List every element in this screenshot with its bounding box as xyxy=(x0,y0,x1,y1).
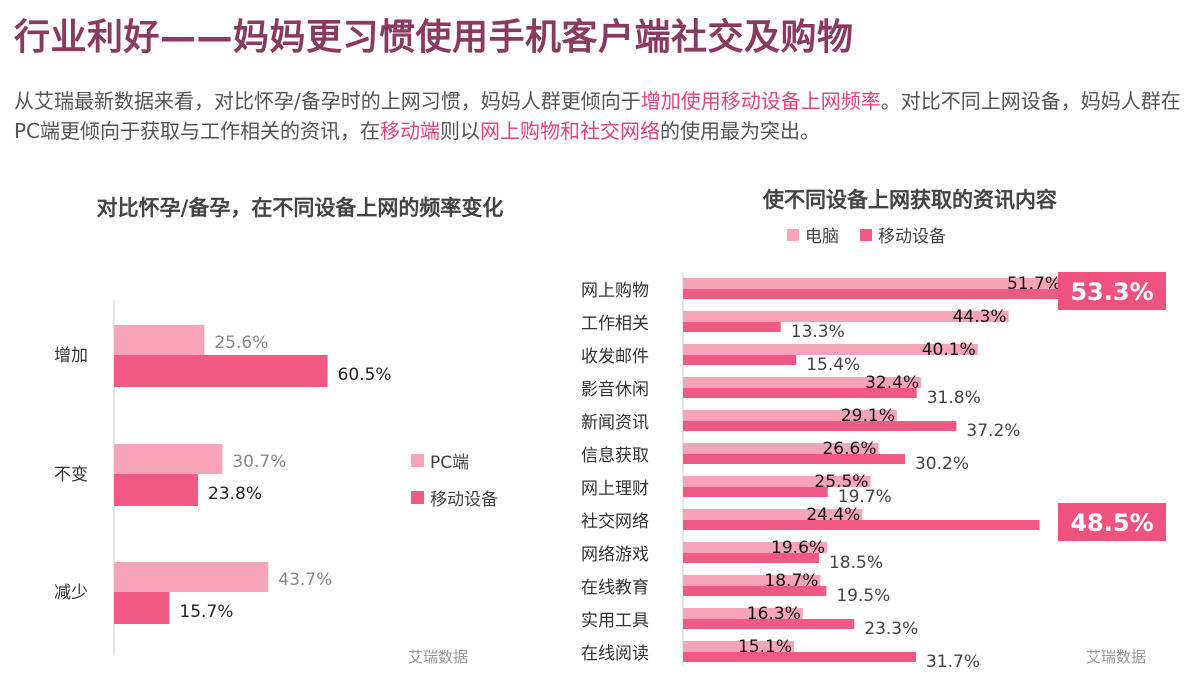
right-bar-computer xyxy=(683,608,803,619)
right-bar-computer xyxy=(683,311,1009,322)
left-value-label-mobile: 60.5% xyxy=(338,365,392,385)
right-value-label-mobile: 15.4% xyxy=(806,355,860,375)
right-category-label: 网上理财 xyxy=(581,479,649,499)
right-bar-mobile xyxy=(683,322,781,332)
legend-swatch-mobile-right xyxy=(860,229,872,241)
intro-paragraph: 从艾瑞最新数据来看，对比怀孕/备孕时的上网习惯，妈妈人群更倾向于增加使用移动设备… xyxy=(14,86,1194,146)
left-bar-pc xyxy=(114,444,223,474)
legend-label-mobile-right: 移动设备 xyxy=(878,227,946,247)
left-value-label-pc: 30.7% xyxy=(232,452,286,472)
legend-label-computer: 电脑 xyxy=(805,227,839,247)
right-value-label-mobile: 13.3% xyxy=(791,322,845,342)
right-value-label-mobile: 31.8% xyxy=(927,388,981,408)
left-bar-mobile xyxy=(114,474,199,506)
right-value-label-computer: 29.1% xyxy=(841,406,895,426)
highlight-callout-value: 53.3% xyxy=(1070,278,1153,306)
intro-highlight-mobile-frequency: 增加使用移动设备上网频率 xyxy=(640,89,881,113)
left-bar-pc xyxy=(114,562,269,592)
legend-swatch-computer xyxy=(787,229,799,241)
right-value-label-computer: 24.4% xyxy=(806,505,860,525)
right-bar-computer xyxy=(683,443,879,454)
left-bar-mobile xyxy=(114,592,170,624)
right-category-label: 在线阅读 xyxy=(581,644,649,664)
left-chart-title: 对比怀孕/备孕，在不同设备上网的频率变化 xyxy=(96,196,504,220)
intro-text-1: 从艾瑞最新数据来看，对比怀孕/备孕时的上网习惯，妈妈人群更倾向于 xyxy=(14,89,641,113)
right-category-label: 工作相关 xyxy=(581,314,649,334)
right-bar-mobile xyxy=(683,454,905,464)
right-chart-title: 使不同设备上网获取的资讯内容 xyxy=(763,188,1057,212)
right-value-label-computer: 32.4% xyxy=(865,373,919,393)
right-bar-computer xyxy=(683,641,794,652)
highlight-callout-box xyxy=(1058,272,1166,310)
right-bar-mobile xyxy=(683,619,855,629)
right-value-label-computer: 16.3% xyxy=(747,604,801,624)
right-bar-mobile xyxy=(683,652,916,662)
right-bar-mobile xyxy=(683,586,827,596)
legend-label-mobile: 移动设备 xyxy=(430,490,498,510)
legend-swatch-mobile xyxy=(411,491,424,504)
right-value-label-computer: 44.3% xyxy=(953,307,1007,327)
right-category-label: 新闻资讯 xyxy=(581,413,649,433)
right-value-label-computer: 19.6% xyxy=(771,538,825,558)
highlight-callout-value: 48.5% xyxy=(1070,509,1153,537)
right-value-label-mobile: 19.5% xyxy=(836,586,890,606)
left-category-label: 减少 xyxy=(54,583,88,603)
highlight-callout-box xyxy=(1058,503,1166,541)
right-category-label: 在线教育 xyxy=(581,578,649,598)
page-title: 行业利好——妈妈更习惯使用手机客户端社交及购物 xyxy=(14,17,854,58)
right-category-label: 信息获取 xyxy=(581,446,649,466)
legend-swatch-pc xyxy=(411,454,424,467)
right-category-label: 网上购物 xyxy=(581,281,649,301)
intro-text-2: 。对比不同上网设备，妈妈人群在PC端更倾向于获取与工作相关的资讯，在 xyxy=(14,89,1181,143)
right-bar-mobile xyxy=(683,553,819,563)
intro-highlight-mobile: 移动端 xyxy=(380,119,441,143)
right-bar-mobile xyxy=(683,355,797,365)
right-bar-computer xyxy=(683,377,922,388)
right-category-label: 实用工具 xyxy=(581,611,649,631)
right-value-label-computer: 25.5% xyxy=(814,472,868,492)
right-bar-mobile xyxy=(683,289,1060,299)
left-bar-mobile xyxy=(114,355,328,387)
right-value-label-mobile: 37.2% xyxy=(966,421,1020,441)
right-bar-mobile xyxy=(683,520,1040,530)
right-bar-computer xyxy=(683,476,871,487)
legend-label-pc: PC端 xyxy=(430,453,469,473)
intro-highlight-shopping-social: 网上购物和社交网络 xyxy=(480,119,661,143)
right-value-label-mobile: 18.5% xyxy=(829,553,883,573)
left-value-label-mobile: 23.8% xyxy=(208,484,262,504)
left-value-label-pc: 43.7% xyxy=(278,570,332,590)
right-bar-computer xyxy=(683,542,828,553)
left-bar-pc xyxy=(114,325,205,355)
right-value-label-mobile: 31.7% xyxy=(926,652,980,672)
right-category-label: 收发邮件 xyxy=(581,347,649,367)
right-value-label-mobile: 23.3% xyxy=(864,619,918,639)
right-value-label-computer: 40.1% xyxy=(922,340,976,360)
right-bar-mobile xyxy=(683,388,917,398)
right-value-label-mobile: 19.7% xyxy=(838,487,892,507)
right-value-label-computer: 51.7% xyxy=(1007,274,1061,294)
right-value-label-mobile: 30.2% xyxy=(915,454,969,474)
left-source-label: 艾瑞数据 xyxy=(408,648,468,666)
right-value-label-computer: 15.1% xyxy=(738,637,792,657)
left-value-label-mobile: 15.7% xyxy=(179,602,233,622)
left-value-label-pc: 25.6% xyxy=(214,333,268,353)
right-bar-computer xyxy=(683,344,978,355)
right-category-label: 影音休闲 xyxy=(581,380,649,400)
right-bar-mobile xyxy=(683,487,828,497)
right-bar-computer xyxy=(683,410,897,421)
right-value-label-computer: 26.6% xyxy=(822,439,876,459)
right-bar-mobile xyxy=(683,421,957,431)
right-bar-computer xyxy=(683,278,1063,289)
right-bar-computer xyxy=(683,509,863,520)
left-category-label: 不变 xyxy=(54,465,88,485)
right-category-label: 网络游戏 xyxy=(581,545,649,565)
intro-text-3: 则以 xyxy=(440,119,481,143)
right-category-label: 社交网络 xyxy=(581,512,649,532)
right-bar-computer xyxy=(683,575,821,586)
intro-text-4: 的使用最为突出。 xyxy=(660,119,821,143)
right-source-label: 艾瑞数据 xyxy=(1086,648,1146,666)
right-value-label-computer: 18.7% xyxy=(764,571,818,591)
left-category-label: 增加 xyxy=(54,346,88,366)
